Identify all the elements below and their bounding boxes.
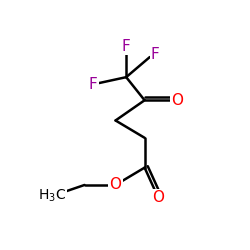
Text: F: F [89,77,98,92]
Text: O: O [172,93,183,108]
Text: H$_3$C: H$_3$C [38,187,66,204]
Text: F: F [151,46,160,62]
Text: O: O [110,178,122,192]
Text: O: O [152,190,164,205]
Text: F: F [122,39,130,54]
